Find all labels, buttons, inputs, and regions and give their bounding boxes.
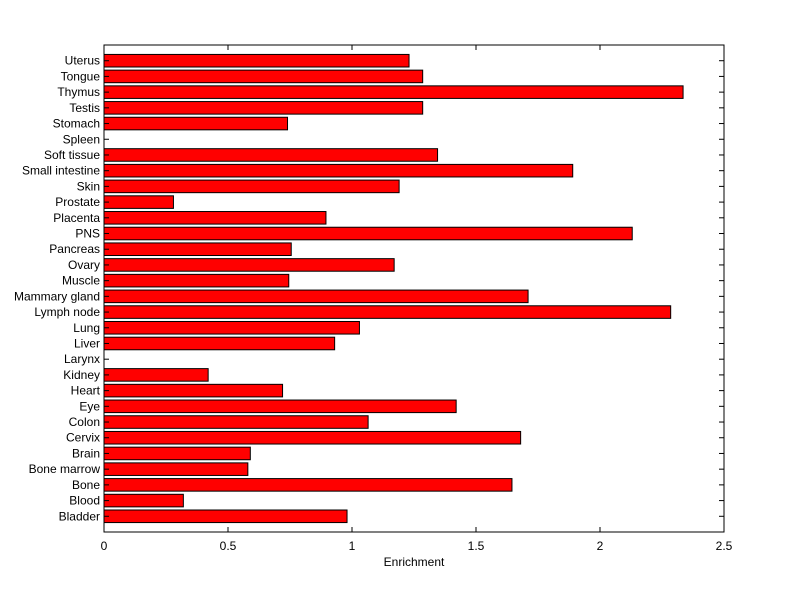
bar-thymus — [103, 85, 684, 99]
bar-liver — [103, 336, 336, 351]
bar-brain — [103, 446, 251, 461]
y-tick-label: Skin — [77, 179, 100, 193]
bar-blood — [103, 493, 184, 508]
y-tick-label: Bone — [72, 478, 100, 492]
x-tick-label: 0.5 — [220, 539, 237, 553]
bar-pns — [103, 226, 633, 241]
axes-box — [103, 44, 725, 533]
x-tick-label: 1 — [349, 539, 356, 553]
bar-tongue — [103, 69, 424, 84]
bar-lymph-node — [103, 305, 672, 319]
y-tick-label: Stomach — [53, 117, 100, 131]
y-tick-label: Testis — [69, 101, 100, 115]
y-tick-label: Placenta — [53, 211, 100, 225]
y-tick-label: Prostate — [55, 195, 100, 209]
bar-colon — [103, 415, 369, 429]
y-tick-label: Bone marrow — [29, 462, 101, 476]
y-tick-label: Larynx — [64, 352, 100, 366]
y-tick-label: Ovary — [68, 258, 100, 272]
bar-pancreas — [103, 242, 292, 257]
y-tick-label: Cervix — [66, 431, 100, 445]
y-tick-label: Uterus — [65, 54, 100, 68]
y-tick-label: Pancreas — [49, 242, 100, 256]
bar-kidney — [103, 368, 209, 382]
y-tick-label: Bladder — [59, 509, 100, 523]
bar-lung — [103, 320, 360, 335]
bar-prostate — [103, 195, 174, 209]
bar-soft-tissue — [103, 148, 439, 162]
bar-small-intestine — [103, 163, 574, 178]
bar-bone — [103, 478, 513, 492]
bar-stomach — [103, 116, 289, 131]
y-tick-label: Small intestine — [22, 164, 100, 178]
y-tick-label: Muscle — [62, 274, 100, 288]
y-tick-label: Kidney — [63, 368, 100, 382]
y-tick-label: Eye — [79, 399, 100, 413]
bar-cervix — [103, 430, 522, 445]
x-tick-label: 2 — [597, 539, 604, 553]
y-tick-label: Lymph node — [34, 305, 100, 319]
bar-bone-marrow — [103, 462, 249, 476]
x-tick-label: 2.5 — [716, 539, 733, 553]
x-tick-label: 1.5 — [468, 539, 485, 553]
bar-skin — [103, 179, 400, 194]
bar-bladder — [103, 509, 348, 524]
y-tick-label: Thymus — [57, 85, 100, 99]
y-tick-label: PNS — [75, 227, 100, 241]
bar-eye — [103, 399, 457, 414]
bar-testis — [103, 101, 424, 115]
y-tick-label: Soft tissue — [44, 148, 100, 162]
bar-uterus — [103, 53, 410, 68]
x-axis-label: Enrichment — [384, 555, 445, 569]
bar-placenta — [103, 211, 327, 225]
y-tick-label: Lung — [73, 321, 100, 335]
y-tick-label: Brain — [72, 446, 100, 460]
y-tick-label: Blood — [69, 494, 100, 508]
bar-mammary-gland — [103, 289, 529, 304]
y-tick-label: Mammary gland — [14, 289, 100, 303]
x-tick-label: 0 — [101, 539, 108, 553]
y-tick-label: Spleen — [63, 132, 100, 146]
y-tick-label: Liver — [74, 336, 100, 350]
bar-ovary — [103, 258, 395, 272]
bar-muscle — [103, 273, 290, 288]
bar-heart — [103, 383, 284, 398]
y-tick-label: Colon — [69, 415, 100, 429]
y-tick-label: Tongue — [61, 69, 101, 83]
y-tick-label: Heart — [71, 384, 101, 398]
